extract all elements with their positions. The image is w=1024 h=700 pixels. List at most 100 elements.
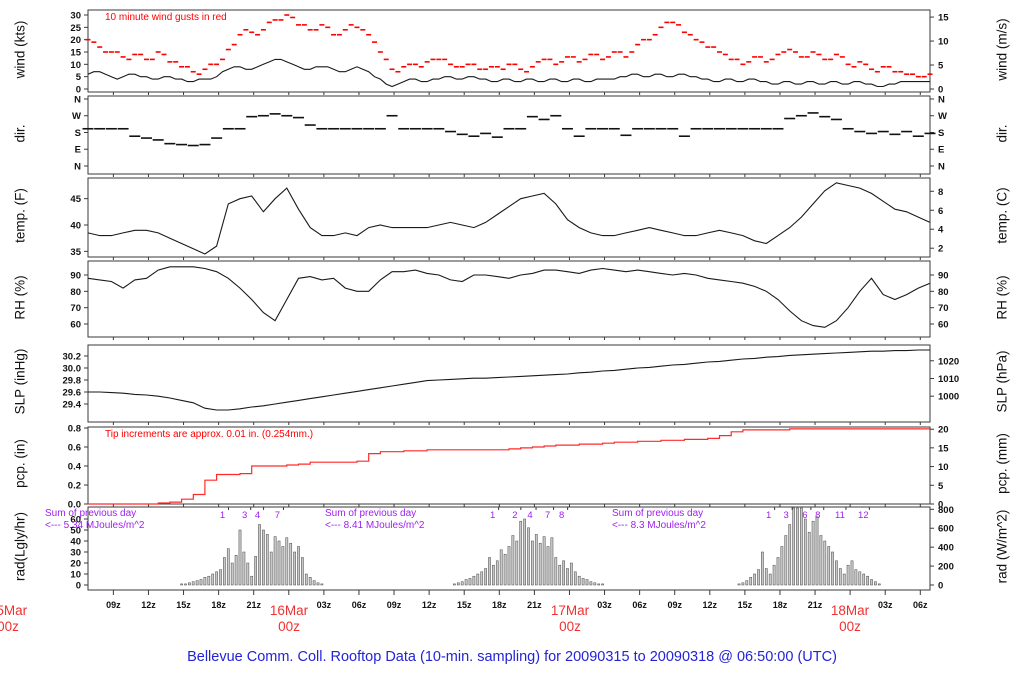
svg-text:3: 3 [242, 510, 247, 521]
svg-text:21z: 21z [808, 600, 823, 610]
rad-sum-day1: Sum of previous day <--- 5.34 MJoules/m^… [45, 508, 144, 532]
svg-text:25: 25 [70, 23, 81, 34]
svg-text:E: E [75, 145, 81, 156]
svg-text:15: 15 [70, 47, 81, 58]
svg-text:30: 30 [70, 11, 81, 22]
solar_rad_day2_ly_hr [453, 518, 604, 586]
rad-sum-day2-line1: Sum of previous day [325, 508, 417, 519]
svg-text:2: 2 [938, 244, 943, 255]
svg-text:8: 8 [938, 187, 943, 198]
svg-text:60: 60 [938, 320, 949, 331]
svg-text:7: 7 [545, 510, 550, 521]
svg-text:6: 6 [802, 510, 807, 521]
wind-gusts-note: 10 minute wind gusts in red [105, 12, 227, 23]
svg-text:29.4: 29.4 [63, 399, 82, 410]
svg-text:40: 40 [70, 536, 81, 547]
wind_direction_deg [82, 112, 936, 147]
svg-text:18z: 18z [211, 600, 226, 610]
svg-text:0.0: 0.0 [68, 500, 81, 511]
svg-text:0.8: 0.8 [68, 423, 81, 434]
svg-text:200: 200 [938, 562, 954, 573]
svg-text:0: 0 [76, 580, 81, 591]
svg-text:4: 4 [527, 510, 532, 521]
rad-sum-day2: Sum of previous day <--- 8.41 MJoules/m^… [325, 508, 424, 532]
svg-text:2: 2 [512, 510, 517, 521]
svg-text:0: 0 [76, 84, 81, 95]
rad-sum-day3-line2: <--- 8.3 MJoules/m^2 [612, 520, 706, 531]
svg-text:400: 400 [938, 543, 954, 554]
sea_level_pressure_inhg [88, 349, 930, 411]
rad-sum-day2-line2: <--- 8.41 MJoules/m^2 [325, 520, 425, 531]
svg-text:03z: 03z [878, 600, 893, 610]
svg-text:03z: 03z [317, 600, 332, 610]
temperature_f [87, 182, 931, 255]
svg-text:0.2: 0.2 [68, 480, 81, 491]
svg-text:5: 5 [76, 72, 82, 83]
svg-text:30: 30 [70, 547, 81, 558]
svg-text:06z: 06z [632, 600, 647, 610]
svg-text:18z: 18z [492, 600, 507, 610]
svg-text:20: 20 [70, 35, 81, 46]
svg-text:0.6: 0.6 [68, 442, 81, 453]
svg-text:21z: 21z [527, 600, 542, 610]
x-day-label-16mar: 16Mar 00z [269, 603, 309, 634]
svg-text:80: 80 [70, 287, 81, 298]
svg-text:10: 10 [938, 37, 949, 48]
svg-text:15z: 15z [457, 600, 472, 610]
wind_gusts_10min_kts [85, 14, 933, 78]
x-day-label-17mar: 17Mar 00z [550, 603, 590, 634]
y-axis-label-rad-w: rad (W/m^2) [994, 509, 1010, 584]
svg-text:W: W [72, 111, 81, 122]
panel-pcp: 0.0 0.2 0.4 0.6 0.8 0 5 10 15 20 [68, 423, 950, 510]
svg-text:0: 0 [938, 500, 943, 511]
rad-sum-day3: Sum of previous day <--- 8.3 MJoules/m^2 [612, 508, 706, 532]
svg-text:4: 4 [255, 510, 260, 521]
svg-text:90: 90 [938, 271, 949, 282]
solar_rad_day3_ly_hr [737, 507, 881, 586]
svg-text:40: 40 [70, 221, 81, 232]
panel-slp: 29.429.629.830.030.2 1000 1010 1020 [63, 344, 959, 425]
svg-text:800: 800 [938, 505, 954, 516]
svg-text:70: 70 [938, 303, 949, 314]
svg-text:10: 10 [70, 60, 81, 71]
svg-text:N: N [938, 161, 945, 172]
svg-text:50: 50 [70, 525, 81, 536]
svg-text:09z: 09z [387, 600, 402, 610]
svg-text:80: 80 [938, 287, 949, 298]
svg-text:12: 12 [858, 510, 869, 521]
svg-text:29.8: 29.8 [63, 375, 82, 386]
svg-text:E: E [938, 145, 944, 156]
svg-text:06z: 06z [352, 600, 367, 610]
svg-text:30.0: 30.0 [63, 363, 82, 374]
panel-rh: 60 70 80 90 60 70 80 90 [70, 260, 949, 340]
svg-text:1: 1 [220, 510, 225, 521]
svg-text:5: 5 [938, 61, 944, 72]
svg-text:30.2: 30.2 [63, 351, 82, 362]
svg-text:8: 8 [815, 510, 820, 521]
svg-text:21z: 21z [246, 600, 261, 610]
svg-text:1: 1 [766, 510, 771, 521]
svg-text:3: 3 [784, 510, 789, 521]
svg-text:1: 1 [490, 510, 495, 521]
svg-text:09z: 09z [106, 600, 121, 610]
rad-sum-day3-line1: Sum of previous day [612, 508, 704, 519]
svg-text:1010: 1010 [938, 374, 959, 385]
svg-text:12z: 12z [422, 600, 437, 610]
svg-text:15z: 15z [176, 600, 191, 610]
svg-text:N: N [74, 94, 81, 105]
svg-text:S: S [938, 128, 944, 139]
svg-text:20: 20 [938, 425, 949, 436]
svg-text:10: 10 [70, 569, 81, 580]
svg-text:35: 35 [70, 247, 81, 258]
svg-text:45: 45 [70, 194, 81, 205]
svg-text:8: 8 [559, 510, 564, 521]
y-axis-label-rad-ly: rad(Lgly/hr) [12, 511, 28, 582]
solar_rad_day1_ly_hr [180, 524, 324, 586]
svg-text:W: W [938, 111, 947, 122]
cumulative_precip_in [88, 428, 930, 505]
svg-text:90: 90 [70, 271, 81, 282]
